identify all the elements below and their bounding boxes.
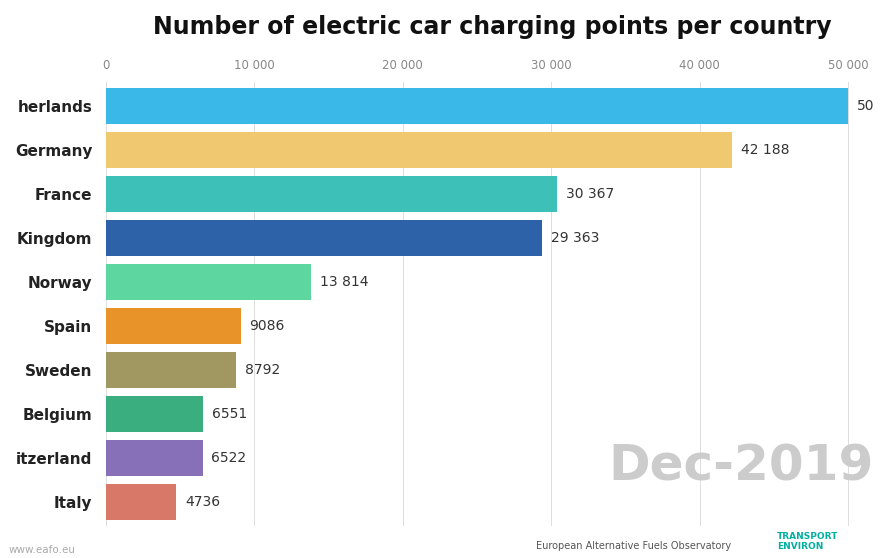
Bar [105, 352, 237, 388]
Bar [105, 440, 203, 476]
Text: 30 367: 30 367 [565, 187, 613, 201]
Bar [105, 484, 176, 520]
Text: 13 814: 13 814 [320, 275, 368, 289]
Text: Dec-2019: Dec-2019 [609, 442, 874, 490]
Bar [105, 176, 556, 212]
Text: 29 363: 29 363 [551, 231, 599, 245]
Text: 9086: 9086 [249, 319, 285, 333]
Bar [105, 308, 240, 344]
Bar [105, 132, 732, 168]
Text: 6522: 6522 [212, 451, 246, 465]
Text: 6551: 6551 [212, 407, 247, 421]
Bar [105, 264, 311, 300]
Text: TRANSPORT
ENVIRON: TRANSPORT ENVIRON [777, 532, 839, 551]
Text: 42 188: 42 188 [741, 143, 789, 157]
Bar [105, 220, 542, 256]
Bar [105, 88, 848, 124]
Text: 50: 50 [857, 99, 875, 113]
Bar [105, 396, 203, 432]
Title: Number of electric car charging points per country: Number of electric car charging points p… [153, 15, 831, 39]
Text: www.eafo.eu: www.eafo.eu [9, 545, 76, 555]
Text: 4736: 4736 [185, 495, 220, 509]
Text: European Alternative Fuels Observatory: European Alternative Fuels Observatory [536, 541, 731, 551]
Text: 8792: 8792 [246, 363, 280, 377]
